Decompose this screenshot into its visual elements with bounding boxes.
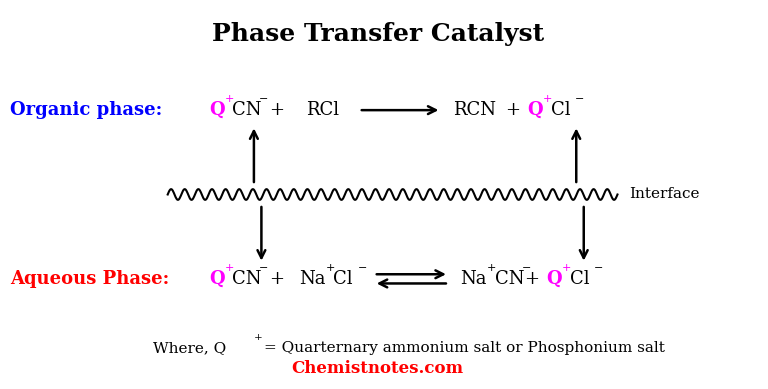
Text: +: + (225, 95, 234, 104)
Text: +: + (326, 263, 336, 273)
Text: +: + (269, 270, 284, 288)
Text: +: + (269, 101, 284, 119)
Text: Na: Na (299, 270, 326, 288)
Text: −: − (521, 263, 531, 273)
Text: Cl: Cl (551, 101, 571, 119)
Text: Q: Q (528, 101, 543, 119)
Text: Interface: Interface (629, 187, 699, 202)
Text: +: + (524, 270, 539, 288)
Text: −: − (259, 95, 269, 104)
Text: +: + (487, 263, 496, 273)
Text: Organic phase:: Organic phase: (10, 101, 163, 119)
Text: Chemistnotes.com: Chemistnotes.com (292, 360, 464, 377)
Text: Q: Q (209, 270, 224, 288)
Text: +: + (254, 333, 263, 342)
Text: +: + (225, 263, 234, 273)
Text: = Quarternary ammonium salt or Phosphonium salt: = Quarternary ammonium salt or Phosphoni… (263, 341, 664, 355)
Text: CN: CN (232, 270, 262, 288)
Text: +: + (505, 101, 520, 119)
Text: −: − (594, 263, 603, 273)
Text: CN: CN (495, 270, 524, 288)
Text: CN: CN (232, 101, 262, 119)
Text: Q: Q (546, 270, 562, 288)
Text: Q: Q (209, 101, 224, 119)
Text: Phase Transfer Catalyst: Phase Transfer Catalyst (211, 22, 544, 46)
Text: Cl: Cl (570, 270, 589, 288)
Text: Aqueous Phase:: Aqueous Phase: (10, 270, 170, 288)
Text: +: + (562, 263, 571, 273)
Text: Where, Q: Where, Q (153, 341, 226, 355)
Text: −: − (259, 263, 269, 273)
Text: Cl: Cl (333, 270, 353, 288)
Text: Na: Na (460, 270, 487, 288)
Text: −: − (574, 95, 584, 104)
Text: RCN: RCN (452, 101, 495, 119)
Text: +: + (543, 95, 553, 104)
Text: RCl: RCl (306, 101, 339, 119)
Text: −: − (357, 263, 367, 273)
